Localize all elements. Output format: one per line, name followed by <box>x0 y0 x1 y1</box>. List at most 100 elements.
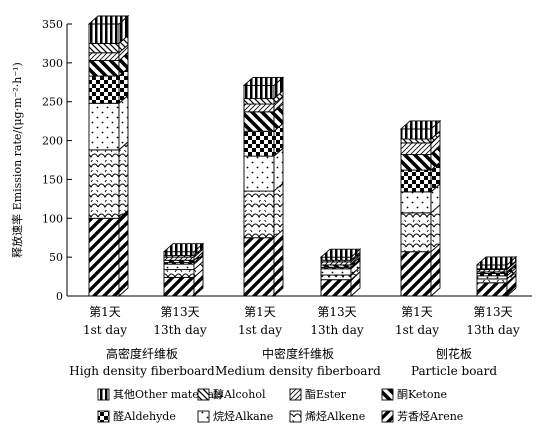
bar-4-segment-1 <box>400 212 432 253</box>
category-label-en-5: 13th day <box>466 323 519 337</box>
bar-4-segment-4 <box>400 154 432 171</box>
y-tick-label-3: 150 <box>42 173 63 186</box>
bar-5-top <box>475 256 518 266</box>
legend-item-1-1: 烷烃Alkane <box>197 409 273 423</box>
bar-0-segment-7 <box>88 23 120 44</box>
bar-2-top <box>242 76 285 86</box>
category-label-en-0: 1st day <box>83 323 127 337</box>
legend-label-0-1: 醇Alcohol <box>213 387 266 401</box>
category-label-cn-1: 第13天 <box>160 305 199 319</box>
legend-label-1-0: 醛Aldehyde <box>113 409 176 423</box>
y-tick-label-1: 50 <box>49 251 63 264</box>
group-label-cn-1: 中密度纤维板 <box>262 346 334 361</box>
legend-label-1-2: 烯烃Alkene <box>305 410 365 423</box>
legend-swatch-0-3 <box>381 388 394 401</box>
category-label-cn-3: 第13天 <box>317 305 356 319</box>
bar-0-segment-2-side <box>118 94 129 151</box>
bar-5-segment-7 <box>476 264 508 270</box>
category-label-en-4: 1st day <box>395 323 439 337</box>
bar-2-segment-4 <box>243 111 275 132</box>
bar-0-segment-4 <box>88 60 120 77</box>
bar-3-segment-2 <box>320 268 352 276</box>
bar-4-segment-6 <box>400 138 432 144</box>
bar-3 <box>319 248 362 298</box>
group-label-cn-2: 刨花板 <box>436 346 472 361</box>
legend-label-1-3: 芳香烃Arene <box>397 409 463 423</box>
category-label-cn-2: 第1天 <box>244 305 276 319</box>
bar-0 <box>87 14 130 298</box>
x-axis-category-labels: 第1天 1st day 第13天 13th day 第1天 1st day 第13天 13th… <box>83 305 520 337</box>
legend-label-0-2: 酯Ester <box>305 388 347 401</box>
bar-1-top <box>162 243 205 253</box>
y-axis-label: 释放速率 Emission rate/(μg·m⁻²·h⁻¹) <box>10 62 24 258</box>
y-tick-label-6: 300 <box>42 57 63 70</box>
category-label-en-1: 13th day <box>153 323 206 337</box>
group-label-en-2: Particle board <box>411 364 497 378</box>
legend-item-1-3: 芳香烃Arene <box>381 409 463 423</box>
bar-4-segment-7 <box>400 128 432 140</box>
bar-5 <box>475 255 518 298</box>
bar-4-segment-0-side <box>430 242 441 298</box>
bar-2-segment-1-side <box>273 182 284 239</box>
bar-0-segment-3 <box>88 75 120 104</box>
legend-swatch-1-1 <box>197 410 210 423</box>
bar-4-top <box>399 120 442 130</box>
legend-item-0-3: 酮Ketone <box>381 388 447 401</box>
bar-0-segment-1 <box>88 149 120 219</box>
bar-4-segment-2 <box>400 191 432 214</box>
bar-4-segment-3 <box>400 169 432 193</box>
bar-0-segment-2 <box>88 102 120 151</box>
bar-1-segment-2 <box>163 263 195 271</box>
category-label-en-3: 13th day <box>310 323 363 337</box>
y-axis-ticks: 0 50 100 150 200 250 300 350 <box>42 18 72 303</box>
bar-1-segment-7 <box>163 251 195 257</box>
bar-5-segment-2 <box>476 275 508 280</box>
bar-2-segment-2 <box>243 155 275 192</box>
category-label-cn-5: 第13天 <box>473 305 512 319</box>
bar-1 <box>162 242 205 298</box>
bar-3-segment-0 <box>320 279 352 297</box>
bar-4 <box>399 119 442 298</box>
legend-item-0-0: 其他Other materials <box>97 388 224 401</box>
legend-swatch-0-2 <box>289 388 302 401</box>
legend-item-1-0: 醛Aldehyde <box>97 409 176 423</box>
bar-3-segment-5 <box>320 261 352 266</box>
legend-label-0-0: 其他Other materials <box>113 388 224 401</box>
bar-5-segment-1 <box>476 278 508 284</box>
bar-2-segment-0 <box>243 237 275 297</box>
y-tick-label-4: 200 <box>42 135 63 148</box>
legend-swatch-0-1 <box>197 388 210 401</box>
bar-1-segment-5 <box>163 256 195 261</box>
bar-4-segment-0 <box>400 251 432 297</box>
category-label-cn-0: 第1天 <box>89 305 121 319</box>
group-label-en-1: Medium density fiberboard <box>215 364 381 378</box>
bar-2-segment-6 <box>243 98 275 105</box>
bar-0-segment-5 <box>88 52 120 61</box>
bar-2 <box>242 76 285 298</box>
group-label-cn-0: 高密度纤维板 <box>106 346 178 361</box>
y-tick-label-7: 350 <box>42 18 63 31</box>
bar-2-segment-1 <box>243 190 275 239</box>
bar-1-segment-0 <box>163 276 195 297</box>
y-tick-label-5: 250 <box>42 96 63 109</box>
bar-3-top <box>319 248 362 258</box>
group-label-en-0: High density fiberboard <box>69 364 215 378</box>
bar-2-segment-0-side <box>273 228 284 298</box>
legend-swatch-0-0 <box>97 388 110 401</box>
legend-item-1-2: 烯烃Alkene <box>289 410 365 423</box>
bar-0-segment-1-side <box>118 140 129 220</box>
legend-label-0-3: 酮Ketone <box>397 388 447 401</box>
x-axis-group-labels: 高密度纤维板 High density fiberboard 中密度纤维板 Mediu… <box>69 346 497 378</box>
bar-0-segment-6 <box>88 42 120 54</box>
bar-5-segment-0 <box>476 282 508 297</box>
bar-3-segment-7 <box>320 256 352 261</box>
category-label-cn-4: 第1天 <box>401 305 433 319</box>
bar-3-segment-1 <box>320 274 352 281</box>
category-label-en-2: 1st day <box>238 323 282 337</box>
bar-0-segment-0 <box>88 217 120 297</box>
y-tick-label-2: 100 <box>42 212 63 225</box>
bar-1-segment-1 <box>163 269 195 278</box>
bar-4-segment-5 <box>400 142 432 156</box>
